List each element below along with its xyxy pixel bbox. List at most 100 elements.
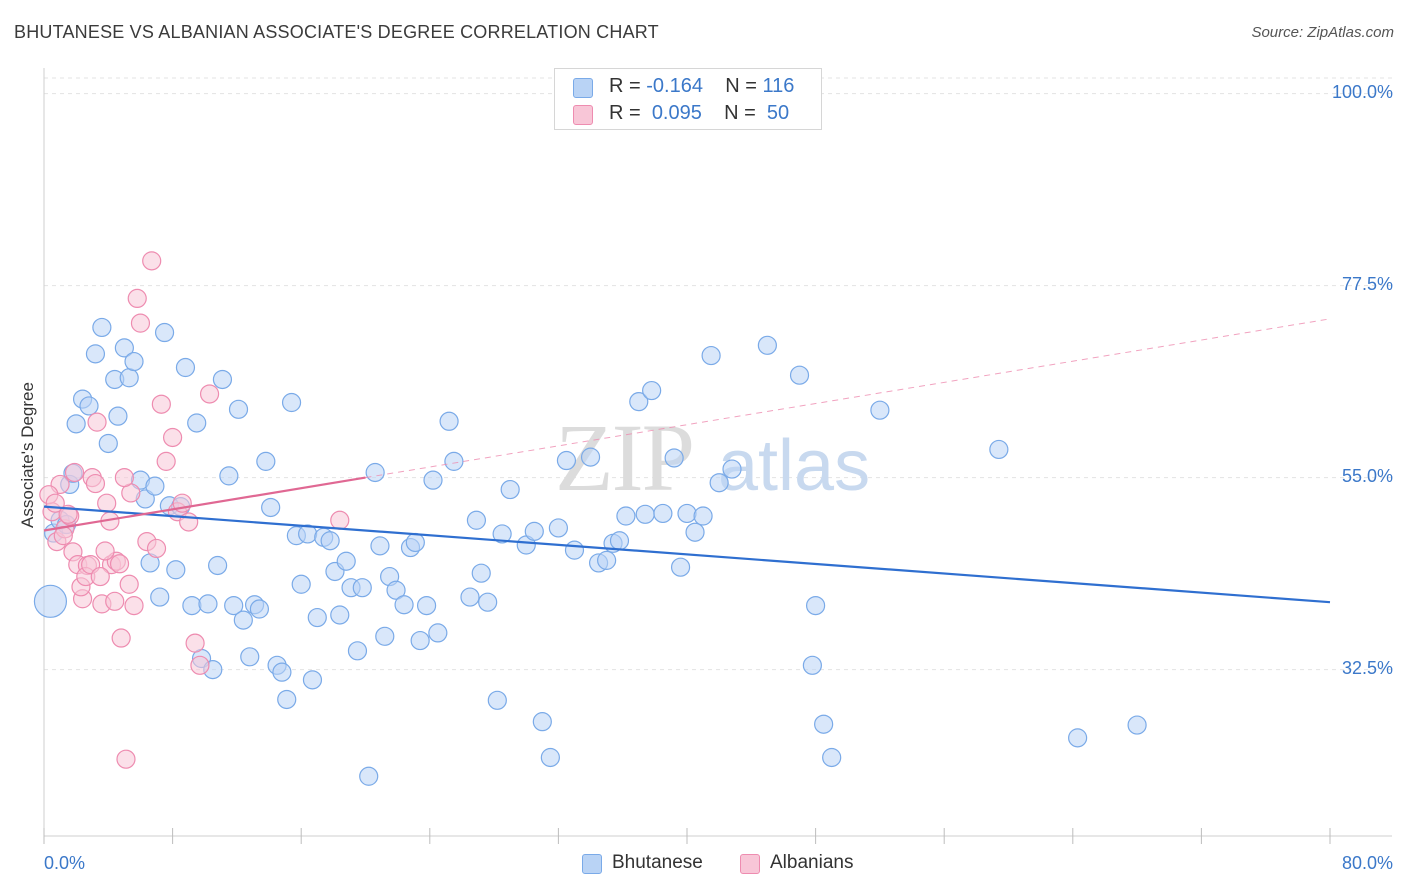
point-bhutanese <box>66 414 86 434</box>
point-bhutanese <box>124 351 144 372</box>
point-albanians <box>114 468 134 488</box>
trend-line-albanians-extension <box>365 318 1331 479</box>
point-bhutanese <box>757 335 777 355</box>
legend-swatch-bhutanese <box>573 78 593 98</box>
point-bhutanese <box>114 338 134 358</box>
point-bhutanese <box>1068 728 1088 748</box>
point-bhutanese <box>302 670 323 690</box>
point-albanians <box>151 394 171 414</box>
point-bhutanese <box>444 451 464 471</box>
point-albanians <box>330 510 350 530</box>
point-bhutanese <box>524 521 544 541</box>
legend-n-label: N = <box>725 75 763 97</box>
point-bhutanese <box>664 448 684 468</box>
chart-source: Source: ZipAtlas.com <box>1251 24 1394 41</box>
legend-swatch-albanians <box>573 105 593 125</box>
point-albanians <box>146 538 167 559</box>
point-bhutanese <box>394 595 414 615</box>
point-bhutanese <box>487 690 507 710</box>
y-axis-label: Associate's Degree <box>18 382 37 528</box>
point-bhutanese <box>709 473 729 493</box>
point-albanians <box>64 462 85 483</box>
point-bhutanese <box>532 712 552 732</box>
point-bhutanese <box>548 518 569 538</box>
x-tick-label-max: 80.0% <box>1341 853 1393 873</box>
point-albanians <box>97 493 117 513</box>
point-bhutanese <box>439 411 459 431</box>
point-bhutanese <box>208 555 228 576</box>
legend-swatch-bhutanese <box>582 854 602 874</box>
point-bhutanese <box>822 747 842 768</box>
point-bhutanese <box>228 399 249 419</box>
point-bhutanese <box>609 531 630 551</box>
point-bhutanese <box>492 524 512 544</box>
point-bhutanese <box>175 357 196 378</box>
point-albanians <box>130 313 151 333</box>
point-bhutanese <box>272 662 292 682</box>
point-bhutanese <box>212 369 233 390</box>
point-bhutanese <box>500 479 520 500</box>
point-albanians <box>185 633 205 653</box>
correlation-legend: R = -0.164 N = 116 R = 0.095 N = 50 <box>554 68 822 130</box>
point-bhutanese <box>98 433 118 454</box>
trend-line-bhutanese <box>43 505 1331 604</box>
point-bhutanese <box>685 522 705 542</box>
legend-n-value-bhutanese: 116 <box>762 75 795 97</box>
point-bhutanese <box>150 587 170 607</box>
point-albanians <box>87 412 107 432</box>
series-legend: Bhutanese Albanians <box>0 852 1406 878</box>
point-bhutanese <box>240 647 260 667</box>
point-albanians <box>85 473 106 494</box>
point-bhutanese <box>281 392 302 413</box>
point-bhutanese <box>108 406 128 426</box>
scatter-points <box>33 251 1147 786</box>
chart-title: BHUTANESE VS ALBANIAN ASSOCIATE'S DEGREE… <box>14 22 659 42</box>
point-bhutanese <box>677 503 697 524</box>
legend-label-albanians: Albanians <box>770 852 854 873</box>
watermark-atlas: atlas <box>718 426 870 506</box>
point-bhutanese <box>478 592 498 612</box>
point-bhutanese <box>635 504 655 524</box>
point-bhutanese <box>182 595 202 616</box>
point-bhutanese <box>466 510 487 530</box>
point-bhutanese <box>802 655 822 675</box>
y-tick-label: 32.5% <box>1341 657 1393 678</box>
x-tick-label-min: 0.0% <box>44 853 86 873</box>
point-bhutanese <box>540 747 560 768</box>
legend-n-label: N = <box>724 102 762 124</box>
point-bhutanese <box>989 439 1009 460</box>
point-bhutanese <box>1127 715 1147 735</box>
legend-label-bhutanese: Bhutanese <box>612 852 703 873</box>
point-albanians <box>116 749 136 769</box>
point-bhutanese <box>564 540 585 560</box>
point-albanians <box>105 591 125 611</box>
trend-line-albanians <box>43 476 366 532</box>
point-albanians <box>179 512 199 532</box>
point-bhutanese <box>365 462 385 483</box>
legend-swatch-albanians <box>740 854 760 874</box>
point-albanians <box>109 554 130 574</box>
point-albanians <box>95 541 115 561</box>
point-albanians <box>190 655 210 675</box>
y-tick-label: 100.0% <box>1331 81 1393 102</box>
point-albanians <box>124 595 144 616</box>
point-bhutanese <box>145 476 165 496</box>
point-bhutanese <box>359 766 379 786</box>
point-bhutanese <box>722 459 742 479</box>
point-bhutanese <box>166 560 186 580</box>
point-bhutanese <box>789 365 810 385</box>
point-bhutanese <box>693 506 713 526</box>
point-bhutanese <box>670 557 691 577</box>
point-bhutanese <box>375 626 395 646</box>
legend-n-value-albanians: 50 <box>766 102 790 124</box>
point-bhutanese <box>428 623 448 643</box>
point-albanians <box>142 251 162 271</box>
trend-lines <box>43 318 1331 604</box>
point-bhutanese <box>814 714 834 734</box>
point-bhutanese <box>198 594 218 614</box>
y-tick-label: 77.5% <box>1341 273 1393 294</box>
point-bhutanese <box>460 587 480 607</box>
point-bhutanese <box>556 450 577 471</box>
point-bhutanese <box>386 580 406 600</box>
point-bhutanese <box>330 605 350 625</box>
